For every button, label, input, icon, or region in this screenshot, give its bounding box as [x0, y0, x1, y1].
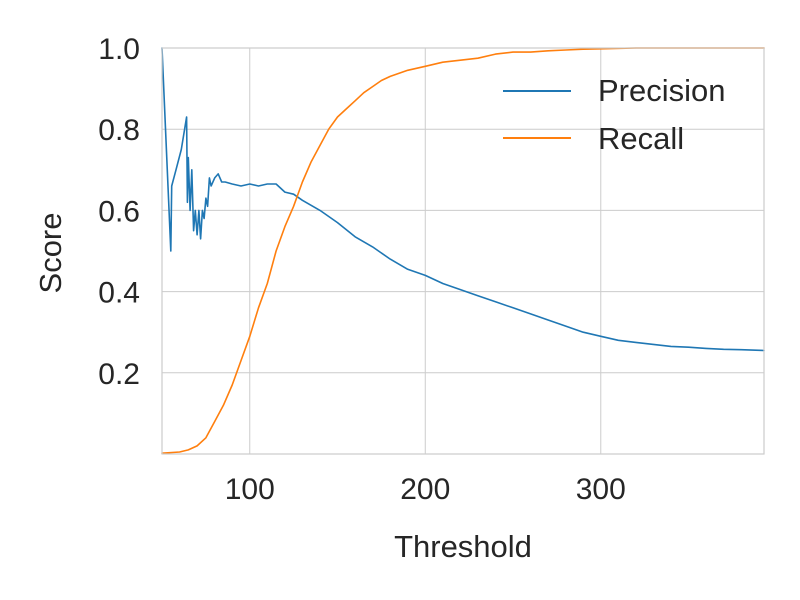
y-axis-ticks: 0.2 0.4 0.6 0.8 1.0	[98, 33, 140, 391]
x-axis-ticks: 100 200 300	[225, 473, 626, 506]
y-tick-label: 1.0	[98, 33, 140, 66]
x-tick-label: 300	[576, 473, 626, 506]
legend: Precision Recall	[503, 73, 726, 156]
series-line-precision	[161, 47, 765, 352]
series-line-recall	[161, 47, 765, 454]
x-axis-label: Threshold	[394, 529, 532, 564]
legend-label-precision: Precision	[598, 73, 726, 108]
y-axis-label: Score	[33, 213, 68, 294]
y-tick-label: 0.6	[98, 195, 140, 228]
x-tick-label: 200	[400, 473, 450, 506]
series-layer	[161, 47, 765, 454]
x-tick-label: 100	[225, 473, 275, 506]
grid	[162, 47, 764, 454]
plot-frame	[161, 47, 765, 455]
legend-label-recall: Recall	[598, 121, 684, 156]
y-tick-label: 0.4	[98, 277, 140, 310]
y-tick-label: 0.2	[98, 358, 140, 391]
y-tick-label: 0.8	[98, 114, 140, 147]
